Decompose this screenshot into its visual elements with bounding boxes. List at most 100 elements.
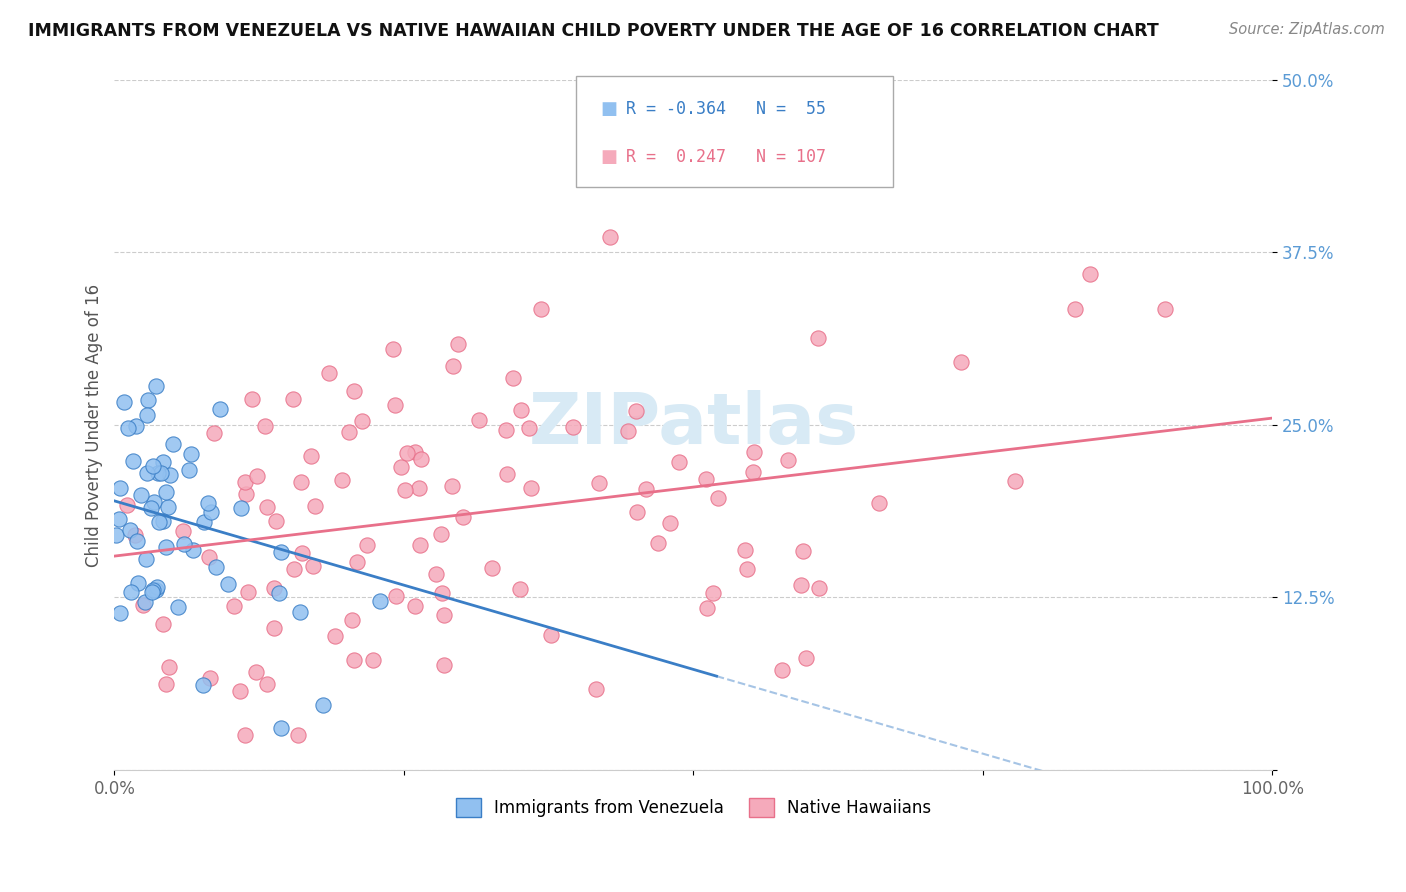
Point (495, 423, 517, 437)
Point (155, 677, 177, 691)
Point (702, 586, 724, 600)
Point (229, 500, 252, 515)
Point (152, 454, 174, 468)
Point (145, 379, 167, 393)
Point (152, 515, 174, 529)
Point (299, 449, 322, 463)
Point (281, 392, 304, 406)
Text: ZIPatlas: ZIPatlas (529, 391, 859, 459)
Point (949, 355, 972, 369)
Point (205, 559, 228, 574)
Point (229, 683, 252, 698)
Point (330, 473, 353, 487)
Point (150, 466, 173, 480)
Point (121, 454, 143, 468)
Y-axis label: Child Poverty Under the Age of 16: Child Poverty Under the Age of 16 (86, 284, 103, 566)
Point (343, 384, 366, 398)
Point (141, 458, 163, 473)
Point (135, 466, 157, 480)
Point (404, 599, 426, 614)
Point (240, 392, 263, 406)
Point (291, 546, 314, 560)
Point (796, 650, 818, 665)
Point (517, 420, 540, 434)
Point (173, 537, 195, 551)
Point (394, 483, 416, 498)
Point (146, 580, 169, 594)
Point (120, 524, 142, 538)
Point (356, 538, 378, 552)
Point (202, 426, 225, 441)
Point (707, 491, 730, 505)
Point (191, 678, 214, 692)
Point (167, 600, 190, 615)
Point (346, 555, 368, 569)
Point (197, 496, 219, 510)
Point (496, 467, 519, 482)
Point (318, 366, 340, 380)
Point (117, 421, 139, 435)
Point (135, 552, 157, 566)
Point (108, 606, 131, 620)
Point (177, 463, 200, 477)
Point (263, 621, 285, 635)
Point (193, 515, 215, 529)
Point (183, 543, 205, 558)
Point (530, 301, 553, 316)
Point (1078, 267, 1101, 281)
Point (323, 629, 346, 643)
Point (143, 494, 166, 508)
Point (468, 413, 491, 427)
Point (502, 370, 524, 384)
Point (172, 524, 194, 538)
Point (145, 582, 167, 597)
Point (233, 728, 256, 742)
Point (510, 402, 533, 417)
Point (735, 562, 758, 576)
Point (425, 566, 447, 581)
Point (157, 659, 180, 673)
Point (776, 453, 799, 467)
Point (162, 437, 184, 451)
Point (264, 514, 287, 528)
Point (290, 475, 312, 490)
Text: R =  0.247   N = 107: R = 0.247 N = 107 (626, 148, 825, 166)
Point (159, 468, 181, 483)
Point (562, 419, 585, 434)
Point (246, 469, 269, 483)
Point (120, 584, 142, 599)
Point (200, 505, 222, 519)
Point (808, 581, 831, 595)
Point (350, 414, 373, 428)
Point (157, 500, 180, 515)
Point (636, 482, 658, 496)
Point (302, 558, 325, 573)
Point (283, 562, 305, 576)
Point (807, 331, 830, 345)
Point (432, 607, 454, 622)
Point (588, 476, 610, 491)
Point (624, 404, 647, 418)
Point (585, 682, 607, 697)
Point (404, 445, 426, 459)
Point (256, 677, 278, 691)
Point (440, 478, 463, 492)
Point (180, 447, 202, 461)
Point (136, 392, 159, 407)
Legend: Immigrants from Venezuela, Native Hawaiians: Immigrants from Venezuela, Native Hawaii… (449, 792, 938, 824)
Point (105, 528, 128, 542)
Point (409, 539, 432, 553)
Point (744, 445, 766, 459)
Point (148, 515, 170, 529)
Point (1064, 302, 1087, 317)
Point (141, 585, 163, 599)
Point (368, 594, 391, 608)
Point (129, 488, 152, 502)
Point (312, 698, 335, 713)
Point (790, 578, 813, 592)
Point (395, 446, 418, 460)
Point (659, 516, 682, 530)
Point (155, 540, 177, 554)
Point (208, 402, 231, 417)
Point (245, 665, 267, 679)
